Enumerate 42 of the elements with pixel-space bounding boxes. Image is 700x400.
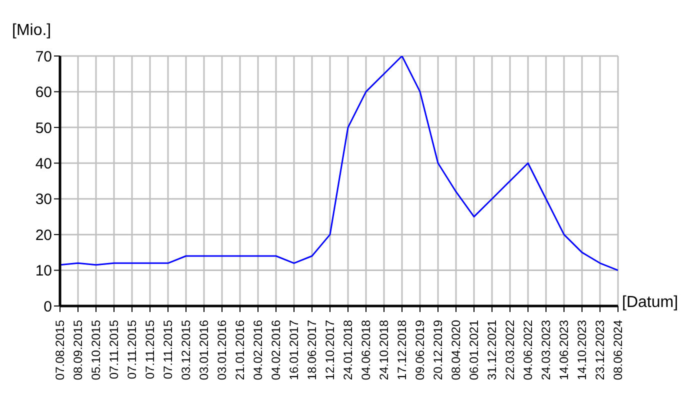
x-tick-label: 18.06.2017 xyxy=(305,320,319,380)
x-tick-label: 09.06.2019 xyxy=(413,320,427,380)
x-tick-label: 08.06.2024 xyxy=(611,320,625,380)
x-tick-label: 07.11.2015 xyxy=(125,320,139,380)
x-tick-label: 03.01.2016 xyxy=(197,320,211,380)
y-tick-label: 10 xyxy=(35,262,52,280)
y-tick-label: 50 xyxy=(35,120,52,137)
x-tick-label: 07.11.2015 xyxy=(143,320,157,380)
x-tick-label: 04.02.2016 xyxy=(269,320,283,380)
x-tick-label: 07.11.2015 xyxy=(161,320,175,380)
x-tick-label: 04.06.2022 xyxy=(521,320,535,380)
x-tick-label: 04.06.2018 xyxy=(359,320,373,380)
x-tick-label: 03.12.2015 xyxy=(179,320,193,380)
x-tick-label: 14.10.2023 xyxy=(575,320,589,380)
y-tick-label: 0 xyxy=(44,298,52,316)
x-tick-label: 24.01.2018 xyxy=(341,320,355,380)
x-tick-label: 14.06.2023 xyxy=(557,320,571,380)
x-tick-label: 07.11.2015 xyxy=(107,320,121,380)
x-tick-label: 21.01.2016 xyxy=(233,320,247,380)
x-tick-label: 16.01.2017 xyxy=(287,320,301,380)
x-tick-label: 20.12.2019 xyxy=(431,320,445,380)
x-tick-label: 07.08.2015 xyxy=(53,320,67,380)
x-tick-label: 31.12.2021 xyxy=(485,320,499,380)
y-axis-title: [Mio.] xyxy=(12,22,52,40)
x-tick-label: 08.09.2015 xyxy=(71,320,85,380)
x-axis-title: [Datum] xyxy=(622,294,678,312)
x-tick-label: 03.01.2016 xyxy=(215,320,229,380)
x-tick-label: 12.10.2017 xyxy=(323,320,337,380)
y-tick-label: 30 xyxy=(35,191,52,208)
x-tick-label: 17.12.2018 xyxy=(395,320,409,380)
y-tick-label: 60 xyxy=(35,84,52,102)
x-tick-label: 06.01.2021 xyxy=(467,320,481,380)
x-tick-label: 05.10.2015 xyxy=(89,320,103,380)
x-tick-label: 22.03.2022 xyxy=(503,320,517,380)
y-tick-label: 20 xyxy=(35,226,52,244)
y-tick-label: 40 xyxy=(35,155,52,172)
y-tick-label: 70 xyxy=(35,48,52,66)
x-tick-label: 23.12.2023 xyxy=(593,320,607,380)
x-tick-label: 04.02.2016 xyxy=(251,320,265,380)
x-tick-label: 08.04.2020 xyxy=(449,320,463,380)
x-tick-label: 24.10.2018 xyxy=(377,320,391,380)
x-tick-label: 24.03.2023 xyxy=(539,320,553,380)
